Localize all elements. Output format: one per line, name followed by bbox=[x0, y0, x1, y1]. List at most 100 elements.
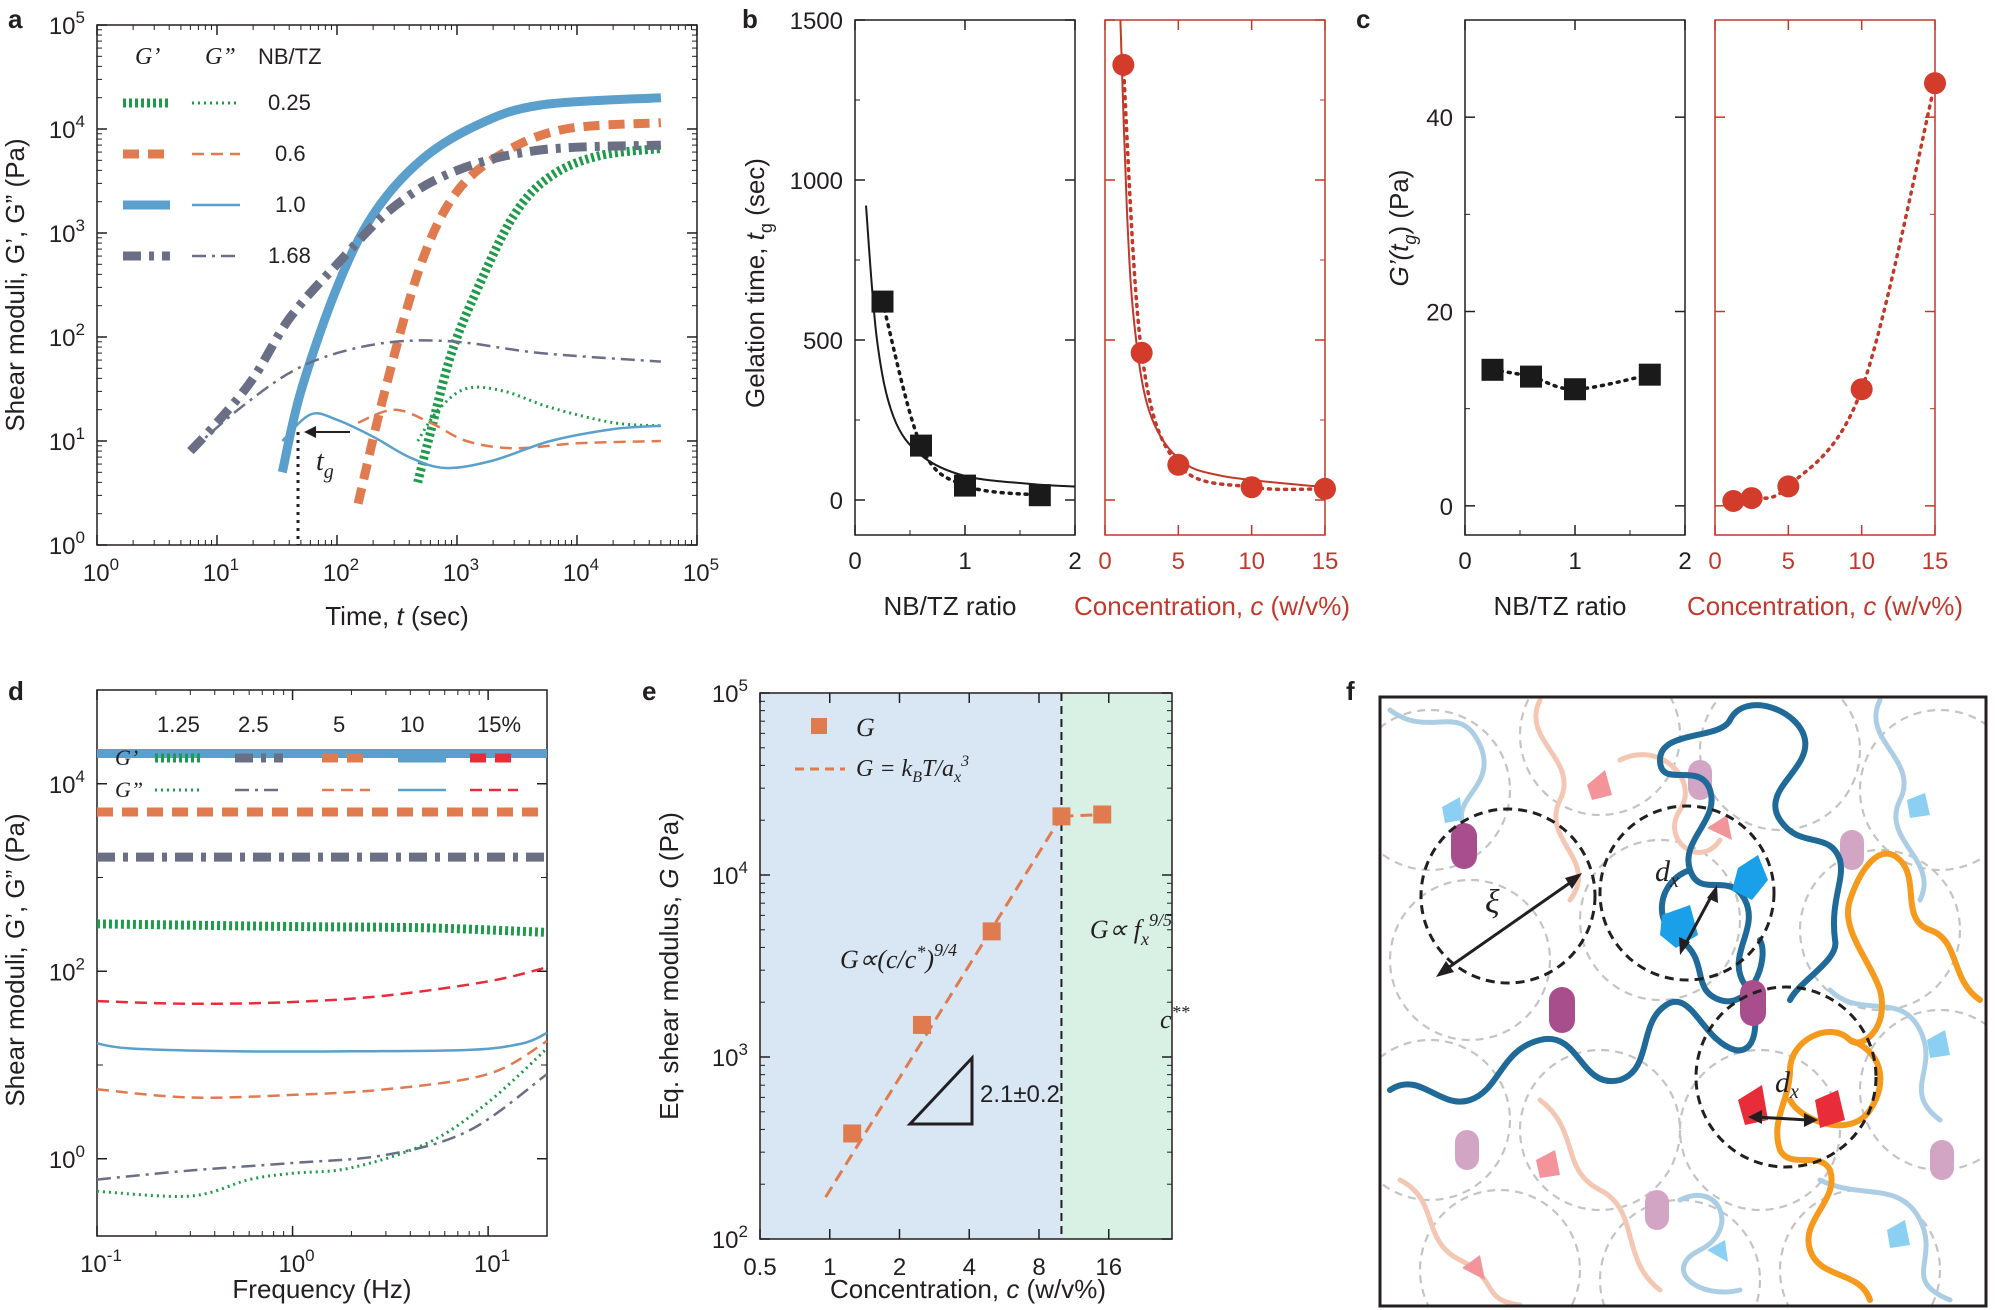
y-tick-label: 104 bbox=[49, 112, 85, 144]
data-point bbox=[843, 1124, 862, 1143]
xi-label: ξ bbox=[1485, 884, 1500, 921]
panel-d-chart: 10-1 100 101 100 102 104 Frequency (Hz) Shear… bbox=[0, 689, 549, 1304]
panel-b-left-frame bbox=[854, 19, 1076, 536]
panel-a-frame bbox=[96, 24, 698, 546]
x-tick-label-right: 15 bbox=[1312, 548, 1339, 575]
e-legend-marker bbox=[811, 718, 827, 734]
left-point bbox=[954, 474, 976, 497]
x-tick-label-right: 15 bbox=[1922, 548, 1949, 575]
y-tick-label: 105 bbox=[712, 676, 748, 708]
y-tick-label: 40 bbox=[1426, 105, 1453, 132]
y-tick-label: 103 bbox=[712, 1040, 748, 1072]
tg-annotation: tg bbox=[316, 446, 334, 483]
cstar-label: c** bbox=[1160, 1002, 1190, 1034]
x-tick-label: 105 bbox=[683, 555, 719, 587]
x-tick-label-right: 10 bbox=[1238, 548, 1265, 575]
d-legend-row-g2: G” bbox=[115, 777, 143, 802]
dx-label-2: dx bbox=[1775, 1066, 1799, 1103]
panel-letter-c: c bbox=[1356, 4, 1370, 34]
tg-arrowhead bbox=[304, 426, 316, 438]
panel-c-right-frame bbox=[1714, 19, 1936, 536]
x-tick-label-right: 5 bbox=[1782, 548, 1795, 575]
y-tick-label: 0 bbox=[830, 488, 843, 515]
d-legend-conc-25: 2.5 bbox=[238, 712, 269, 737]
left-connector bbox=[880, 299, 1042, 497]
right-point bbox=[1167, 453, 1190, 476]
y-tick-label: 100 bbox=[49, 1142, 85, 1174]
series-g-1-25 bbox=[96, 1047, 549, 1198]
series-g-5 bbox=[96, 1040, 548, 1099]
e-legend-fit-label: G = kBT/ax3 bbox=[856, 753, 969, 786]
right-point bbox=[1130, 341, 1153, 364]
panel-c-right-xlabel: Concentration, c (w/v%) bbox=[1687, 591, 1963, 621]
right-point bbox=[1240, 476, 1263, 499]
series-g-15- bbox=[96, 966, 548, 1006]
left-point bbox=[1028, 484, 1051, 507]
series-g-1-68 bbox=[187, 140, 662, 455]
x-tick-label-right: 0 bbox=[1098, 548, 1111, 575]
x-tick-label: 0 bbox=[848, 548, 861, 575]
y-tick-label: 101 bbox=[49, 424, 85, 456]
panel-a-chart: 100 101 102 103 104 105 100 101 102 103 104 105 Tim… bbox=[0, 8, 719, 631]
panel-d-xlabel: Frequency (Hz) bbox=[232, 1274, 411, 1304]
legend-head-ratio: NB/TZ bbox=[258, 44, 322, 69]
panel-letter-f: f bbox=[1346, 676, 1355, 706]
y-tick-label: 1000 bbox=[790, 168, 843, 195]
series-g-1-0 bbox=[281, 412, 661, 470]
right-connector bbox=[1121, 63, 1327, 492]
y-tick-label: 1500 bbox=[790, 8, 843, 35]
y-tick-label: 102 bbox=[49, 320, 85, 352]
mesh-circles bbox=[1419, 804, 1878, 1169]
legend-head-g2: G” bbox=[205, 44, 236, 70]
x-tick-label: 0.5 bbox=[743, 1254, 776, 1281]
x-tick-label: 100 bbox=[278, 1246, 314, 1278]
left-point bbox=[871, 290, 894, 313]
x-tick-label-right: 0 bbox=[1708, 548, 1721, 575]
panel-e-xlabel: Concentration, c (w/v%) bbox=[830, 1274, 1106, 1304]
d-legend-conc-10: 10 bbox=[400, 712, 424, 737]
legend-head-g1: G’ bbox=[135, 44, 160, 70]
panel-letter-b: b bbox=[742, 4, 758, 34]
series-g-0-6 bbox=[353, 118, 662, 505]
left-point bbox=[1481, 358, 1504, 381]
mesh-arrows bbox=[1444, 878, 1809, 1122]
panel-d-legend: 1.25 2.5 5 10 15% G’ G” bbox=[115, 712, 521, 802]
dark-blue-chain bbox=[1387, 702, 1844, 1105]
x-tick-label: 1 bbox=[1568, 548, 1581, 575]
x-tick-label-right: 5 bbox=[1172, 548, 1185, 575]
series-g-0-25 bbox=[413, 144, 662, 484]
panel-e-shade-left bbox=[760, 693, 1062, 1239]
right-point bbox=[1777, 475, 1800, 498]
legend-entry-168: 1.68 bbox=[268, 243, 311, 268]
x-tick-label: 103 bbox=[443, 555, 479, 587]
y-tick-label: 104 bbox=[49, 767, 85, 799]
y-tick-label: 104 bbox=[712, 858, 748, 890]
panel-b-right-xlabel: Concentration, c (w/v%) bbox=[1074, 591, 1350, 621]
data-point bbox=[1093, 805, 1112, 824]
left-point bbox=[1520, 365, 1542, 388]
region-right-label: G∝ fx9/5 bbox=[1090, 910, 1172, 949]
panel-e-frame bbox=[759, 692, 1173, 1240]
x-tick-label: 1 bbox=[823, 1254, 836, 1281]
series-g-1-0 bbox=[277, 93, 662, 474]
x-tick-label: 2 bbox=[1678, 548, 1691, 575]
y-tick-label: 102 bbox=[712, 1222, 748, 1254]
y-tick-label: 103 bbox=[49, 216, 85, 248]
right-point bbox=[1740, 487, 1763, 510]
panel-e-chart: 0.5 1 2 4 8 16 102 103 104 105 Concentration, c (… bbox=[654, 676, 1190, 1304]
series-g-2-5 bbox=[96, 1073, 548, 1181]
legend-entry-025: 0.25 bbox=[268, 90, 311, 115]
right-point bbox=[1924, 72, 1946, 95]
x-tick-label: 10-1 bbox=[80, 1246, 122, 1278]
panel-f-frame bbox=[1378, 695, 1988, 1308]
slope-label: 2.1±0.2 bbox=[980, 1081, 1060, 1108]
d-legend-conc-15: 15% bbox=[477, 712, 521, 737]
left-point bbox=[910, 434, 932, 457]
panel-d-ylabel: Shear moduli, G’, G” (Pa) bbox=[0, 813, 30, 1106]
right-point bbox=[1314, 477, 1336, 500]
right-point bbox=[1722, 489, 1745, 512]
panel-e-shade-right bbox=[1061, 693, 1172, 1239]
d-legend-conc-5: 5 bbox=[333, 712, 345, 737]
